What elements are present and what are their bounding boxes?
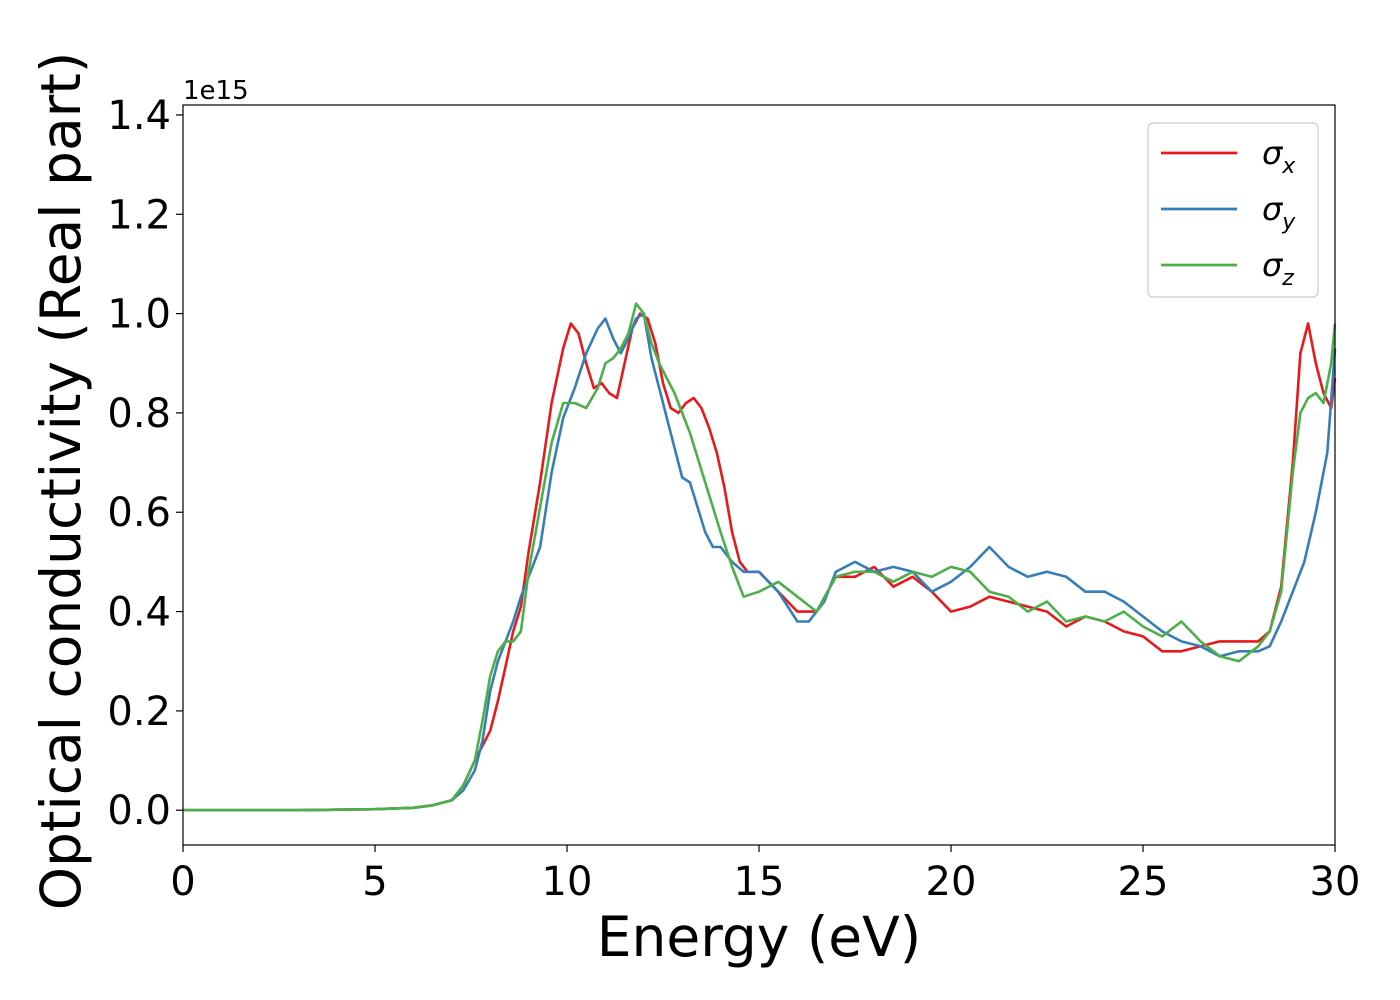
x-tick-label: 15	[734, 859, 785, 905]
y-tick-label: 1.0	[107, 292, 171, 338]
y-tick-label: 1.2	[107, 192, 171, 238]
x-tick-label: 10	[542, 859, 593, 905]
y-tick-label: 0.2	[107, 689, 171, 735]
y-offset-label: 1e15	[183, 76, 249, 106]
y-tick-label: 1.4	[107, 93, 171, 139]
legend: σx σy σz	[1147, 122, 1319, 298]
legend-label-x: σx	[1262, 134, 1296, 179]
legend-label-y: σy	[1262, 190, 1296, 235]
x-tick-label: 0	[170, 859, 195, 905]
y-tick-label: 0.0	[107, 788, 171, 834]
series-line-x	[183, 312, 1337, 812]
x-tick-label: 20	[926, 859, 977, 905]
y-axis: 0.0 0.2 0.4 0.6 0.8 1.0 1.2 1.4	[107, 93, 183, 834]
x-tick-label: 30	[1310, 859, 1361, 905]
y-tick-label: 0.6	[107, 490, 171, 536]
x-axis: 0 5 10 15 20 25 30	[170, 845, 1360, 905]
series-line-y	[183, 312, 1337, 812]
series-layer	[183, 302, 1337, 812]
x-tick-label: 25	[1118, 859, 1169, 905]
legend-label-z: σz	[1262, 246, 1294, 291]
y-tick-label: 0.4	[107, 590, 171, 636]
x-tick-label: 5	[362, 859, 387, 905]
y-axis-label: Optical conductivity (Real part)	[29, 52, 93, 911]
y-tick-label: 0.8	[107, 391, 171, 437]
x-axis-label: Energy (eV)	[597, 905, 921, 969]
series-line-z	[183, 302, 1337, 812]
